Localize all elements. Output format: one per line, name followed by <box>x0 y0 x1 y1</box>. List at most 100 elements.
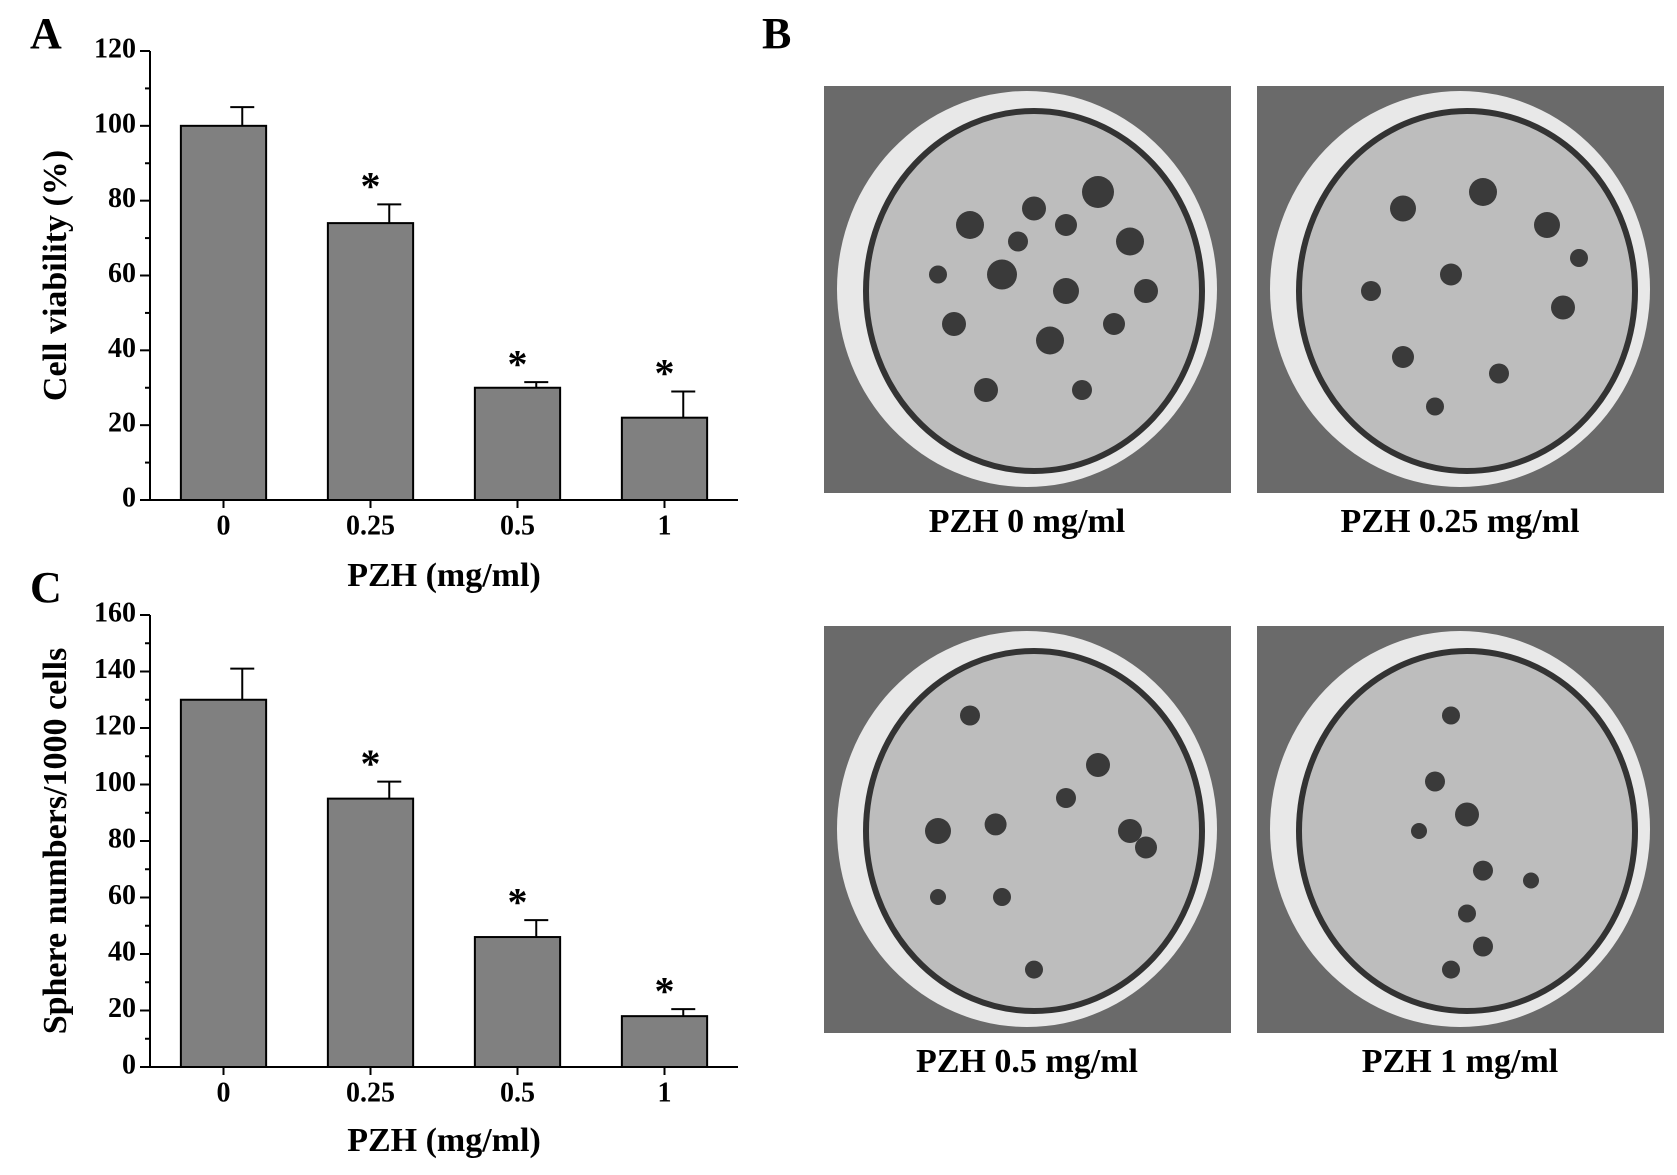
image-caption: PZH 0.5 mg/ml <box>916 1043 1138 1080</box>
sphere-colony <box>1072 380 1092 400</box>
panel-label: B <box>762 9 791 58</box>
image-caption: PZH 0 mg/ml <box>929 503 1125 540</box>
y-tick-label: 40 <box>108 936 136 967</box>
significance-mark: * <box>508 879 528 924</box>
sphere-colony <box>1135 836 1157 859</box>
significance-mark: * <box>655 968 675 1013</box>
x-axis-title: PZH (mg/ml) <box>347 557 541 594</box>
sphere-colony <box>1086 753 1110 777</box>
x-tick-label: 1 <box>658 510 672 541</box>
y-tick-label: 0 <box>122 482 136 513</box>
dish-inner <box>1296 648 1638 1014</box>
sphere-colony <box>1082 176 1114 208</box>
sphere-colony <box>1534 212 1560 238</box>
dish-image <box>824 626 1231 1033</box>
dish-inner <box>863 648 1205 1014</box>
y-tick-label: 60 <box>108 880 136 911</box>
sphere-colony <box>1390 195 1416 222</box>
sphere-colony <box>1361 281 1381 301</box>
y-tick-label: 120 <box>94 33 136 64</box>
sphere-colony <box>1442 960 1460 979</box>
sphere-colony <box>1134 279 1158 303</box>
sphere-colony <box>1036 326 1064 355</box>
sphere-colony <box>956 211 984 239</box>
sphere-colony <box>930 889 946 905</box>
sphere-colony <box>1056 788 1076 808</box>
sphere-colony <box>984 813 1007 836</box>
y-axis-title: Sphere numbers/1000 cells <box>37 648 74 1035</box>
bar <box>326 797 415 1068</box>
sphere-colony <box>1425 771 1445 792</box>
sphere-colony <box>1053 278 1079 304</box>
dish-image <box>1257 86 1664 493</box>
y-axis-title: Cell viability (%) <box>37 150 74 401</box>
x-tick-label: 0.25 <box>346 510 395 541</box>
y-tick-label: 20 <box>108 408 136 439</box>
y-tick-label: 100 <box>94 108 136 139</box>
y-tick-label: 60 <box>108 258 136 289</box>
bar <box>473 936 562 1068</box>
sphere-colony <box>1442 706 1460 725</box>
sphere-colony <box>1055 214 1077 236</box>
x-tick-label: 0.25 <box>346 1077 395 1108</box>
sphere-colony <box>1411 823 1427 839</box>
sphere-colony <box>1455 802 1479 827</box>
sphere-colony <box>1458 904 1476 923</box>
x-tick-label: 1 <box>658 1077 672 1108</box>
sphere-colony <box>1469 178 1497 206</box>
image-caption: PZH 1 mg/ml <box>1362 1043 1558 1080</box>
x-axis-title: PZH (mg/ml) <box>347 1122 541 1159</box>
sphere-colony <box>1103 313 1125 335</box>
sphere-colony <box>1473 860 1493 881</box>
significance-mark: * <box>361 741 381 786</box>
image-caption: PZH 0.25 mg/ml <box>1341 503 1580 540</box>
sphere-colony <box>1022 196 1046 221</box>
sphere-colony <box>1489 363 1509 384</box>
bar <box>620 1015 709 1069</box>
sphere-colony <box>1523 872 1539 889</box>
y-tick-label: 0 <box>122 1049 136 1080</box>
sphere-colony <box>925 818 951 844</box>
sphere-colony <box>1551 295 1575 320</box>
sphere-colony <box>1025 960 1043 979</box>
sphere-colony <box>1008 231 1028 252</box>
x-tick-label: 0.5 <box>500 510 535 541</box>
y-tick-label: 80 <box>108 823 136 854</box>
y-tick-label: 120 <box>94 710 136 741</box>
significance-mark: * <box>655 351 675 396</box>
sphere-colony <box>942 312 966 336</box>
x-tick-label: 0 <box>217 510 231 541</box>
y-tick-label: 100 <box>94 767 136 798</box>
sphere-colony <box>1392 346 1414 368</box>
bar <box>179 124 268 501</box>
dish-image <box>824 86 1231 493</box>
bar <box>473 386 562 501</box>
sphere-colony <box>929 265 947 284</box>
sphere-colony <box>1116 227 1144 256</box>
panel-label: A <box>30 9 62 58</box>
significance-mark: * <box>508 341 528 386</box>
y-tick-label: 140 <box>94 654 136 685</box>
dish-image <box>1257 626 1664 1033</box>
bar <box>326 222 415 501</box>
dish-inner <box>863 108 1205 474</box>
sphere-colony <box>1473 936 1493 957</box>
y-tick-label: 20 <box>108 993 136 1024</box>
sphere-colony <box>960 705 980 726</box>
sphere-colony <box>987 259 1017 290</box>
bar <box>179 698 268 1068</box>
sphere-colony <box>1118 819 1142 843</box>
x-tick-label: 0 <box>217 1077 231 1108</box>
sphere-colony <box>1440 263 1462 286</box>
sphere-colony <box>1570 249 1588 267</box>
x-tick-label: 0.5 <box>500 1077 535 1108</box>
sphere-colony <box>974 378 998 402</box>
panel-label: C <box>30 563 62 612</box>
sphere-colony <box>1426 397 1444 416</box>
y-tick-label: 160 <box>94 597 136 628</box>
y-tick-label: 40 <box>108 333 136 364</box>
dish-inner <box>1296 108 1638 474</box>
sphere-colony <box>993 888 1011 906</box>
y-tick-label: 80 <box>108 183 136 214</box>
